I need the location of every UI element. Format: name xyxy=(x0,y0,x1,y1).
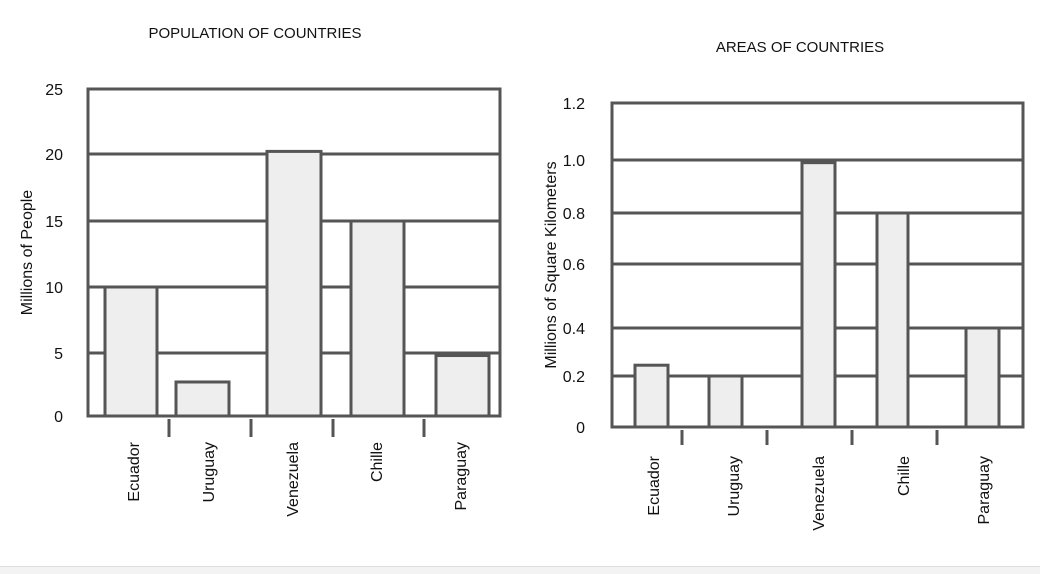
y-tick-label: 20 xyxy=(45,147,63,164)
y-tick-label: 1.2 xyxy=(563,96,585,113)
bar-ecuador xyxy=(633,363,670,429)
chart-1: POPULATION OF COUNTRIES 0 5 10 15 20 25 Million… xyxy=(19,25,502,517)
y-tick-label: 25 xyxy=(45,82,63,99)
x-tick-label: Uruguay xyxy=(201,442,218,502)
y-tick-label: 0 xyxy=(576,420,585,437)
bottom-border xyxy=(0,566,1040,574)
y-tick-label: 10 xyxy=(45,280,63,297)
x-tick-label: Chille xyxy=(896,456,913,496)
y-tick-label: 1.0 xyxy=(563,153,585,170)
y-tick-label: 0.8 xyxy=(563,206,585,223)
bar-chille xyxy=(875,211,910,429)
bar-paraguay xyxy=(434,354,491,418)
bar-venezuela xyxy=(265,149,323,418)
chart-2: AREAS OF COUNTRIES 0 0.2 0.4 0.6 0.8 1.0 1.2 Mil… xyxy=(543,39,1025,531)
chart-title: POPULATION OF COUNTRIES xyxy=(148,25,361,42)
x-tick-label: Paraguay xyxy=(453,442,470,511)
bar-chille xyxy=(349,219,406,418)
bar-paraguay xyxy=(964,326,1001,429)
y-tick-label: 15 xyxy=(45,214,63,231)
bar-uruguay xyxy=(174,380,231,418)
x-tick-label: Venezuela xyxy=(811,456,828,531)
bar-venezuela xyxy=(800,161,837,429)
x-tick-label: Paraguay xyxy=(976,456,993,525)
x-tick-label: Uruguay xyxy=(726,456,743,516)
x-tick-label: Ecuador xyxy=(646,455,663,515)
chart-title: AREAS OF COUNTRIES xyxy=(716,39,884,56)
x-tick-label: Ecuador xyxy=(126,441,143,501)
y-axis-label: Millions of People xyxy=(19,190,36,316)
y-axis-label: Millions of Square Kilometers xyxy=(543,161,560,368)
bar-uruguay xyxy=(707,374,744,429)
y-tick-label: 0 xyxy=(54,409,63,426)
bar-ecuador xyxy=(103,285,159,418)
y-tick-label: 0.6 xyxy=(563,257,585,274)
x-tick-label: Venezuela xyxy=(285,442,302,517)
y-tick-label: 0.4 xyxy=(563,321,585,338)
y-tick-label: 0.2 xyxy=(563,369,585,386)
x-tick-label: Chille xyxy=(369,442,386,482)
y-tick-label: 5 xyxy=(54,346,63,363)
